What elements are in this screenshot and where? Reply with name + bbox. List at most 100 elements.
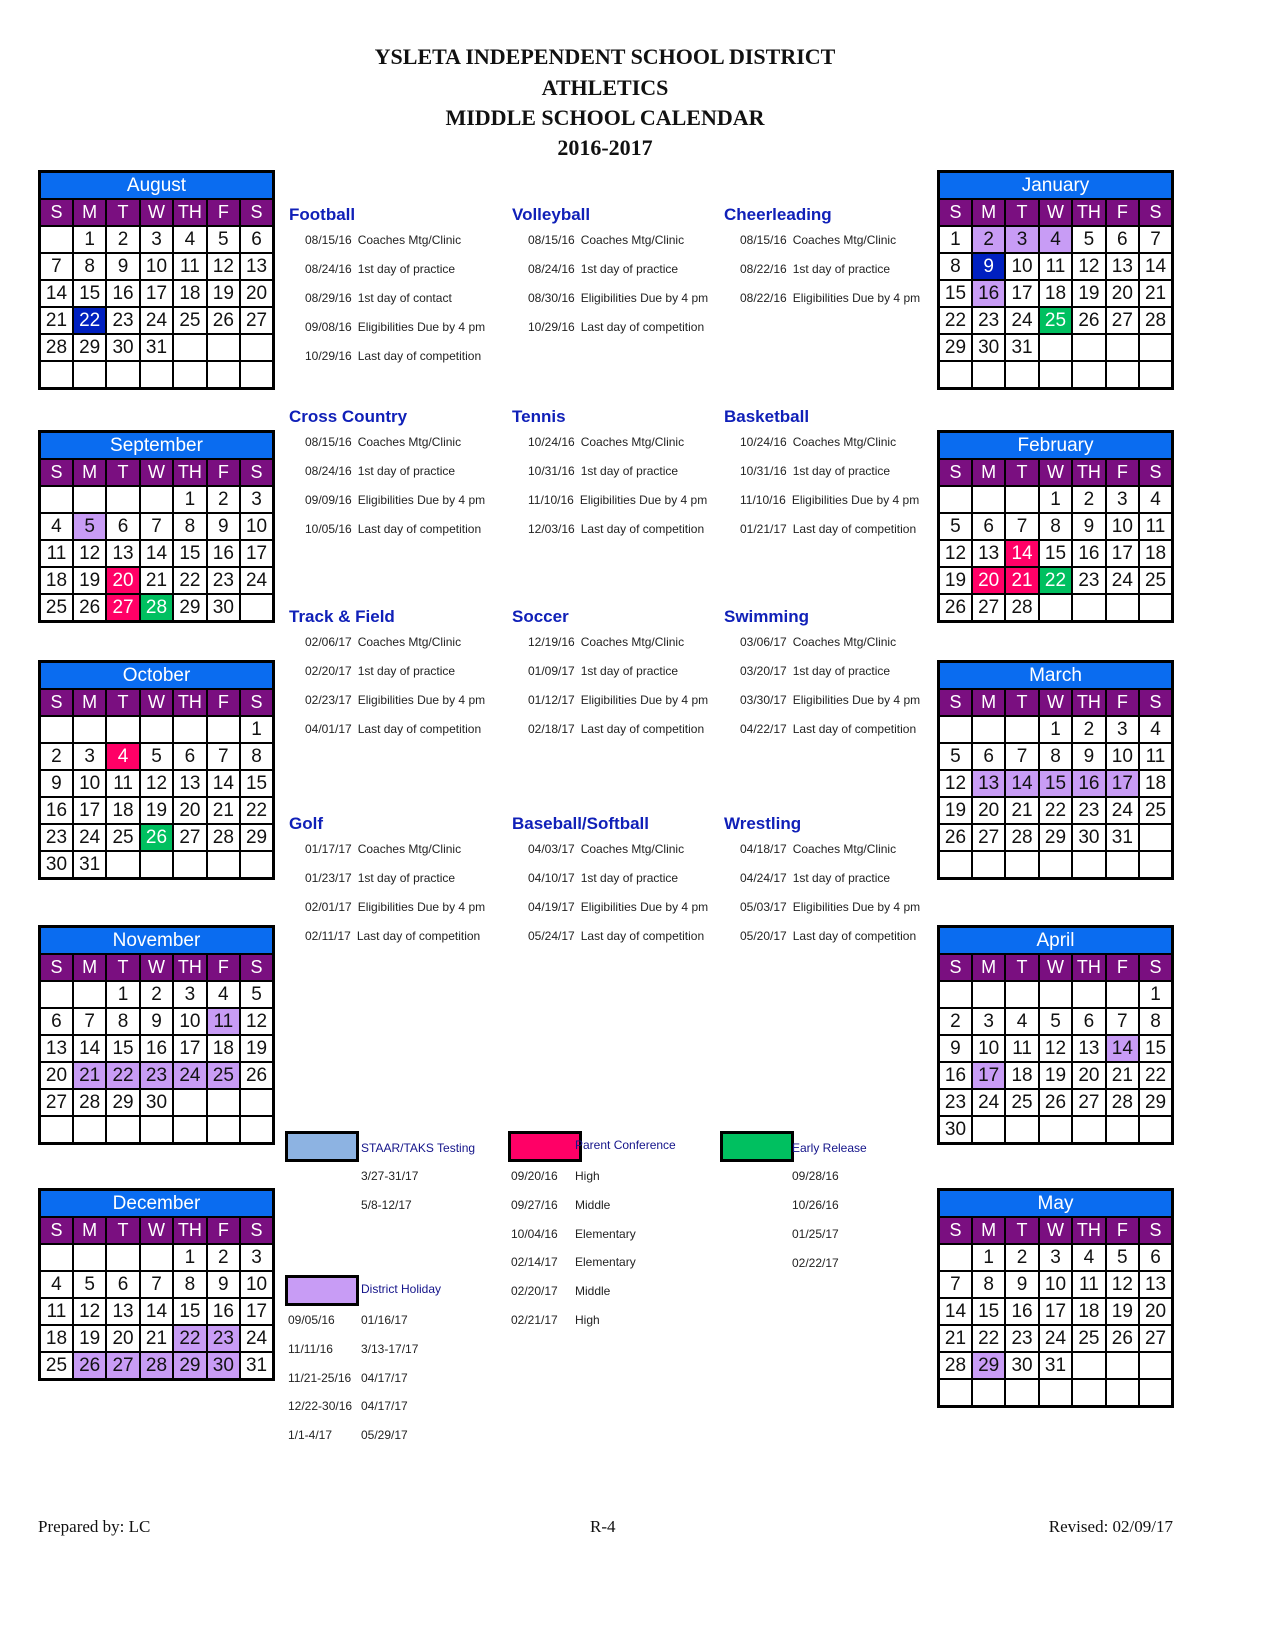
day-cell: 29: [239, 823, 275, 852]
day-cell: 15: [172, 539, 208, 568]
day-cell: 2: [1071, 485, 1107, 514]
holiday-date: 12/22-30/16: [288, 1399, 353, 1414]
conference-level: Middle: [575, 1197, 611, 1212]
weekday-header: TH: [1071, 953, 1107, 982]
day-cell: 8: [239, 742, 275, 771]
event-date: 02/18/17: [528, 722, 575, 736]
day-cell: 16: [138, 1034, 175, 1063]
day-cell: 2: [205, 1243, 242, 1272]
day-cell: 17: [172, 1034, 208, 1063]
empty-cell: [172, 333, 208, 362]
empty-cell: [1138, 823, 1174, 852]
day-cell: 3: [970, 1007, 1007, 1036]
day-cell: 4: [1138, 715, 1174, 744]
weekday-header: W: [138, 1216, 175, 1245]
weekday-header: T: [1004, 953, 1040, 982]
event-date: 10/31/16: [528, 464, 575, 478]
sport-event: 04/18/17 Coaches Mtg/Clinic: [724, 842, 939, 871]
day-cell: 15: [239, 769, 275, 798]
empty-cell: [970, 1115, 1007, 1145]
day-cell: 23: [1071, 796, 1107, 825]
day-cell: 16: [38, 796, 74, 825]
sport-event: 08/30/16 Eligibilities Due by 4 pm: [512, 291, 727, 320]
day-cell: 24: [71, 823, 108, 852]
day-cell: 20: [172, 796, 208, 825]
day-cell: 26: [1037, 1088, 1074, 1117]
day-cell: 17: [138, 279, 175, 308]
weekday-header: M: [970, 198, 1007, 227]
day-cell: 29: [71, 333, 108, 362]
sport-event: 05/20/17 Last day of competition: [724, 929, 939, 958]
day-cell: 15: [105, 1034, 141, 1063]
event-description: 1st day of practice: [580, 664, 679, 678]
day-cell: 14: [138, 539, 175, 568]
early-release-date: 10/26/16: [792, 1198, 839, 1212]
day-cell: 2: [1071, 715, 1107, 744]
day-cell: 20: [38, 1061, 74, 1090]
day-cell: 4: [1004, 1007, 1040, 1036]
empty-cell: [1004, 715, 1040, 744]
day-cell: 21: [937, 1324, 973, 1353]
day-cell: 28: [138, 593, 175, 623]
sport-event: 05/24/17 Last day of competition: [512, 929, 727, 958]
month-name: January: [937, 170, 1174, 200]
day-cell: 5: [1071, 225, 1107, 254]
day-cell: 31: [239, 1351, 275, 1381]
event-date: 04/01/17: [305, 722, 352, 736]
day-cell: 20: [105, 566, 141, 595]
day-cell: 16: [205, 539, 242, 568]
day-cell: 26: [937, 823, 973, 852]
event-description: Eligibilities Due by 4 pm: [792, 291, 921, 305]
empty-cell: [1004, 360, 1040, 390]
day-cell: 14: [205, 769, 242, 798]
weekday-header: S: [1138, 1216, 1174, 1245]
sport-event: 09/09/16 Eligibilities Due by 4 pm: [289, 493, 504, 522]
day-cell: 5: [138, 742, 175, 771]
day-cell: 10: [172, 1007, 208, 1036]
day-cell: 9: [1071, 742, 1107, 771]
empty-cell: [239, 333, 275, 362]
month-name: March: [937, 660, 1174, 690]
weekday-header: F: [1104, 1216, 1141, 1245]
event-date: 05/03/17: [740, 900, 787, 914]
sport-event: 09/08/16 Eligibilities Due by 4 pm: [289, 320, 504, 349]
sport-section-soccer: Soccer 12/19/16 Coaches Mtg/Clinic 01/09/17…: [512, 607, 727, 751]
day-cell: 25: [205, 1061, 242, 1090]
day-cell: 11: [1138, 512, 1174, 541]
day-cell: 4: [1071, 1243, 1107, 1272]
empty-cell: [138, 715, 175, 744]
day-cell: 22: [172, 566, 208, 595]
event-date: 01/21/17: [740, 522, 787, 536]
empty-cell: [970, 715, 1007, 744]
day-cell: 21: [138, 1324, 175, 1353]
sport-name: Volleyball: [512, 205, 591, 224]
day-cell: 9: [205, 512, 242, 541]
sport-event: 08/15/16 Coaches Mtg/Clinic: [724, 233, 939, 262]
event-description: Eligibilities Due by 4 pm: [792, 900, 921, 914]
day-cell: 11: [172, 252, 208, 281]
day-cell: 6: [172, 742, 208, 771]
event-date: 08/15/16: [740, 233, 787, 247]
weekday-header: S: [38, 688, 74, 717]
sport-section-cross-country: Cross Country 08/15/16 Coaches Mtg/Clinic 0…: [289, 407, 504, 551]
event-description: Eligibilities Due by 4 pm: [580, 291, 709, 305]
day-cell: 20: [970, 566, 1007, 595]
day-cell: 3: [1104, 485, 1141, 514]
day-cell: 9: [1071, 512, 1107, 541]
sport-event: 04/10/17 1st day of practice: [512, 871, 727, 900]
sport-event: 10/31/16 1st day of practice: [724, 464, 939, 493]
day-cell: 11: [205, 1007, 242, 1036]
empty-cell: [205, 850, 242, 880]
empty-cell: [105, 485, 141, 514]
sport-event: 03/20/17 1st day of practice: [724, 664, 939, 693]
staar-label: STAAR/TAKS Testing: [361, 1141, 476, 1155]
sport-event: 04/03/17 Coaches Mtg/Clinic: [512, 842, 727, 871]
sport-section-volleyball: Volleyball 08/15/16 Coaches Mtg/Clinic 08/2…: [512, 205, 727, 349]
day-cell: 14: [138, 1297, 175, 1326]
event-description: Eligibilities Due by 4 pm: [357, 900, 486, 914]
month-name: August: [38, 170, 275, 200]
empty-cell: [937, 360, 973, 390]
event-date: 02/06/17: [305, 635, 352, 649]
empty-cell: [937, 980, 973, 1009]
day-cell: 16: [205, 1297, 242, 1326]
